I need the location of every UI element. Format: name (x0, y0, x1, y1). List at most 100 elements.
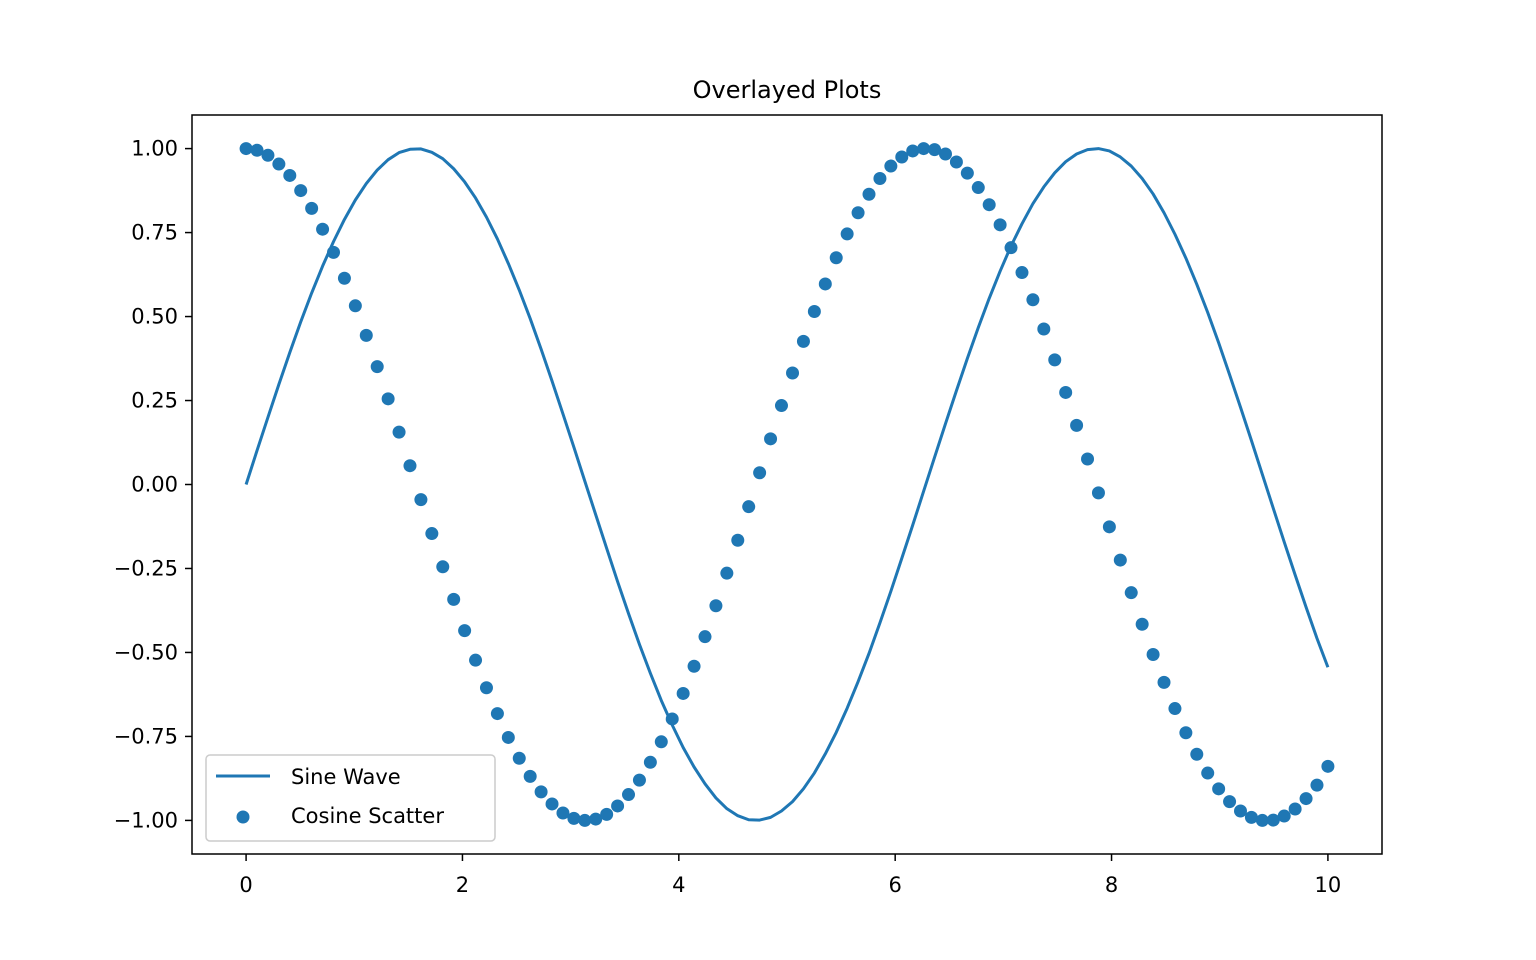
scatter-point (676, 686, 690, 700)
legend-box (205, 754, 496, 842)
scatter-point (1201, 766, 1215, 780)
scatter-point (1026, 293, 1040, 307)
scatter-point (611, 799, 625, 813)
y-tick-label: 0.25 (131, 389, 178, 413)
scatter-point (414, 493, 428, 507)
scatter-point (851, 206, 865, 220)
scatter-point (731, 533, 745, 547)
scatter-point (1081, 452, 1095, 466)
scatter-point (283, 168, 297, 182)
scatter-point (786, 366, 800, 380)
scatter-point (873, 171, 887, 185)
legend-label-sine-wave: Sine Wave (291, 765, 401, 789)
scatter-point (1244, 810, 1258, 824)
scatter-point (960, 166, 974, 180)
scatter-point (1113, 553, 1127, 567)
scatter-point (971, 181, 985, 195)
scatter-point (1048, 353, 1062, 367)
scatter-point (665, 712, 679, 726)
scatter-point (764, 432, 778, 446)
scatter-point (862, 187, 876, 201)
scatter-point (1102, 520, 1116, 534)
scatter-point (261, 148, 275, 162)
scatter-point (512, 751, 526, 765)
x-tick-label: 2 (456, 873, 469, 897)
y-tick-label: −0.50 (114, 640, 178, 664)
scatter-point (1135, 617, 1149, 631)
scatter-point (928, 143, 942, 157)
scatter-point (501, 730, 515, 744)
scatter-point (687, 659, 701, 673)
scatter-point (654, 735, 668, 749)
scatter-point (1299, 792, 1313, 806)
scatter-point (359, 328, 373, 342)
scatter-point (1037, 322, 1051, 336)
x-tick-label: 6 (888, 873, 901, 897)
scatter-point (1059, 385, 1073, 399)
scatter-point (578, 813, 592, 827)
scatter-point (774, 399, 788, 413)
scatter-point (698, 630, 712, 644)
scatter-point (1157, 675, 1171, 689)
scatter-point (490, 707, 504, 721)
scatter-point (589, 812, 603, 826)
y-axis: 1.00 0.75 0.50 0.25 0.00 −0.25 −0.50 −0.75 −1.00 (114, 137, 192, 832)
scatter-point (479, 681, 493, 695)
scatter-point (742, 500, 756, 514)
scatter-point (381, 392, 395, 406)
scatter-point (643, 755, 657, 769)
scatter-point (807, 305, 821, 319)
scatter-point (1310, 778, 1324, 792)
chart-title: Overlayed Plots (693, 76, 882, 104)
plot-frame (191, 114, 1383, 855)
scatter-point (1070, 418, 1084, 432)
scatter-point (829, 251, 843, 265)
scatter-point (818, 277, 832, 291)
y-tick-label: −0.75 (114, 724, 178, 748)
scatter-point (720, 566, 734, 580)
y-tick-label: −0.25 (114, 556, 178, 580)
y-tick-label: 1.00 (131, 137, 178, 161)
scatter-point (425, 527, 439, 541)
x-tick-label: 10 (1315, 873, 1342, 897)
scatter-point (1223, 795, 1237, 809)
scatter-point (1234, 804, 1247, 818)
y-tick-label: 0.00 (131, 473, 178, 497)
scatter-point (545, 797, 559, 811)
scatter-point (327, 245, 340, 259)
y-tick-label: −1.00 (114, 808, 178, 832)
scatter-point (1321, 759, 1335, 773)
scatter-point (316, 222, 330, 236)
scatter-point (796, 334, 810, 348)
scatter-point (392, 425, 406, 439)
scatter-point (469, 653, 483, 667)
scatter-point (1015, 266, 1029, 280)
scatter-point (458, 624, 472, 638)
scatter-point (556, 806, 570, 820)
scatter-point (1124, 586, 1138, 600)
legend: Sine Wave Cosine Scatter (205, 754, 496, 842)
scatter-point (622, 788, 636, 802)
scatter-point (294, 184, 308, 198)
series-line-sine-wave (244, 147, 1330, 822)
scatter-point (600, 807, 614, 821)
scatter-point (917, 142, 931, 156)
y-tick-label: 0.50 (131, 305, 178, 329)
scatter-point (1255, 813, 1269, 827)
scatter-point (906, 144, 920, 158)
scatter-point (840, 227, 854, 241)
scatter-point (567, 811, 581, 825)
scatter-point (1146, 647, 1160, 661)
scatter-point (753, 466, 767, 480)
scatter-point (1266, 813, 1280, 827)
scatter-point (895, 150, 909, 164)
plot-area (239, 142, 1335, 827)
x-tick-label: 8 (1105, 873, 1118, 897)
scatter-point (982, 198, 996, 212)
scatter-point (534, 785, 548, 799)
scatter-point (250, 143, 264, 157)
scatter-point (993, 218, 1007, 232)
x-tick-label: 0 (239, 873, 252, 897)
scatter-point (447, 592, 461, 606)
